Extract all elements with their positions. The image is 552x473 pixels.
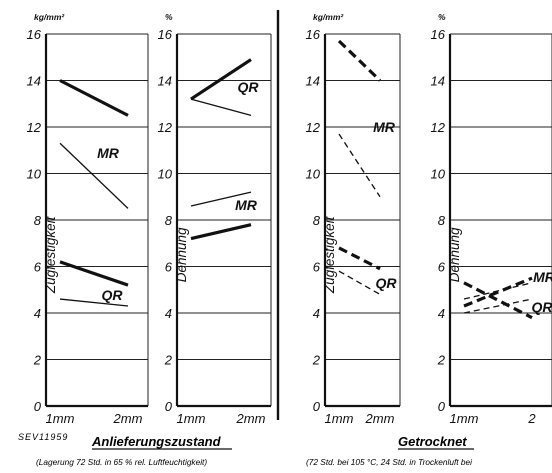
x-tick-label: 2mm	[113, 411, 143, 426]
series-line-qr	[463, 298, 533, 314]
x-tick-label: 1mm	[450, 411, 479, 426]
y-tick-label: 14	[306, 74, 320, 89]
y-tick-label: 4	[438, 306, 445, 321]
series-line-mr	[338, 133, 381, 198]
y-tick-label: 2	[33, 353, 42, 368]
x-tick-label: 1mm	[325, 411, 354, 426]
y-tick-label: 4	[165, 306, 172, 321]
caption-right-sub: (72 Std. bei 105 °C, 24 Std. in Trockenl…	[306, 457, 473, 467]
y-tick-label: 6	[313, 260, 321, 275]
y-tick-label: 10	[27, 167, 42, 182]
y-axis-title: Dehnung	[174, 227, 189, 282]
y-tick-label: 0	[438, 399, 446, 414]
series-line-qr	[59, 260, 129, 287]
y-tick-label: 14	[431, 74, 445, 89]
y-tick-label: 12	[431, 120, 446, 135]
y-tick-label: 8	[313, 213, 321, 228]
caption-left: Anlieferungszustand	[91, 434, 222, 449]
unit-label: %	[165, 12, 173, 22]
chart-panel-p4: 0 2 4 6 8 10 12 14 16% Dehnung 1mm 2 MR QR	[431, 12, 552, 426]
y-tick-label: 14	[158, 74, 172, 89]
y-tick-label: 0	[165, 399, 173, 414]
series-line-qr	[463, 282, 533, 300]
series-label-mr: MR	[533, 269, 552, 285]
series-label-mr: MR	[97, 145, 120, 161]
chart-panel-p2: 0 2 4 6 8 10 12 14 16% Dehnung 1mm 2mm QR MR	[158, 12, 272, 426]
y-tick-label: 10	[431, 167, 446, 182]
series-line-qr	[59, 298, 129, 307]
y-tick-label: 8	[34, 213, 42, 228]
y-tick-label: 4	[34, 306, 41, 321]
x-tick-label: 2mm	[365, 411, 395, 426]
caption-right: Getrocknet	[398, 434, 467, 449]
series-line-mr	[59, 79, 129, 117]
series-line-mr	[59, 142, 129, 209]
chart-panel-p3: 0 2 4 6 8 10 12 14 16 kg/mm² Zugfestigkeit 1mm 2mm MR…	[306, 12, 401, 426]
y-tick-label: 10	[306, 167, 321, 182]
y-tick-label: 4	[313, 306, 320, 321]
chart-panel-p1: 0 2 4 6 8 10 12 14 16 kg/mm² Zugfestigkeit 1mm 2mm MR…	[27, 12, 149, 426]
series-label-mr: MR	[373, 119, 396, 135]
series-label-qr: QR	[376, 275, 398, 291]
y-tick-label: 16	[158, 27, 173, 42]
unit-label: kg/mm²	[313, 12, 344, 22]
y-tick-label: 8	[165, 213, 173, 228]
series-label-mr: MR	[235, 197, 258, 213]
y-tick-label: 0	[313, 399, 321, 414]
y-tick-label: 16	[306, 27, 321, 42]
y-axis-title: Zugfestigkeit	[43, 215, 58, 294]
figure-code: SEV11959	[18, 432, 68, 442]
x-tick-label: 1mm	[46, 411, 75, 426]
series-line-qr	[338, 270, 381, 295]
y-tick-label: 16	[431, 27, 446, 42]
x-tick-label: 2mm	[236, 411, 266, 426]
y-axis-title: Zugfestigkeit	[322, 215, 337, 294]
y-tick-label: 14	[27, 74, 41, 89]
y-tick-label: 6	[438, 260, 446, 275]
series-line-mr	[190, 191, 252, 207]
unit-label: %	[438, 12, 446, 22]
y-tick-label: 16	[27, 27, 42, 42]
y-axis-title: Dehnung	[447, 227, 462, 282]
y-tick-label: 10	[158, 167, 173, 182]
series-line-mr	[190, 223, 252, 241]
series-line-qr	[190, 98, 252, 117]
series-line-mr	[463, 281, 533, 320]
series-line-mr	[463, 276, 533, 308]
y-tick-label: 6	[34, 260, 42, 275]
series-label-qr: QR	[102, 287, 124, 303]
series-line-mr	[337, 39, 382, 82]
y-tick-label: 6	[165, 260, 173, 275]
series-line-qr	[338, 246, 381, 271]
y-tick-label: 8	[438, 213, 446, 228]
y-tick-label: 12	[158, 120, 173, 135]
x-tick-label: 2	[527, 411, 536, 426]
chart-panels: 0 2 4 6 8 10 12 14 16 kg/mm² Zugfestigkeit 1mm 2mm MR…	[27, 12, 552, 426]
y-tick-label: 2	[312, 353, 321, 368]
y-tick-label: 2	[164, 353, 173, 368]
caption-left-sub: (Lagerung 72 Std. in 65 % rel. Luftfeuch…	[36, 457, 207, 467]
series-label-qr: QR	[532, 299, 552, 315]
unit-label: kg/mm²	[34, 12, 65, 22]
y-tick-label: 2	[437, 353, 446, 368]
y-tick-label: 12	[306, 120, 321, 135]
y-tick-label: 12	[27, 120, 42, 135]
series-line-qr	[190, 58, 252, 101]
x-tick-label: 1mm	[177, 411, 206, 426]
y-tick-label: 0	[34, 399, 42, 414]
series-label-qr: QR	[238, 79, 260, 95]
